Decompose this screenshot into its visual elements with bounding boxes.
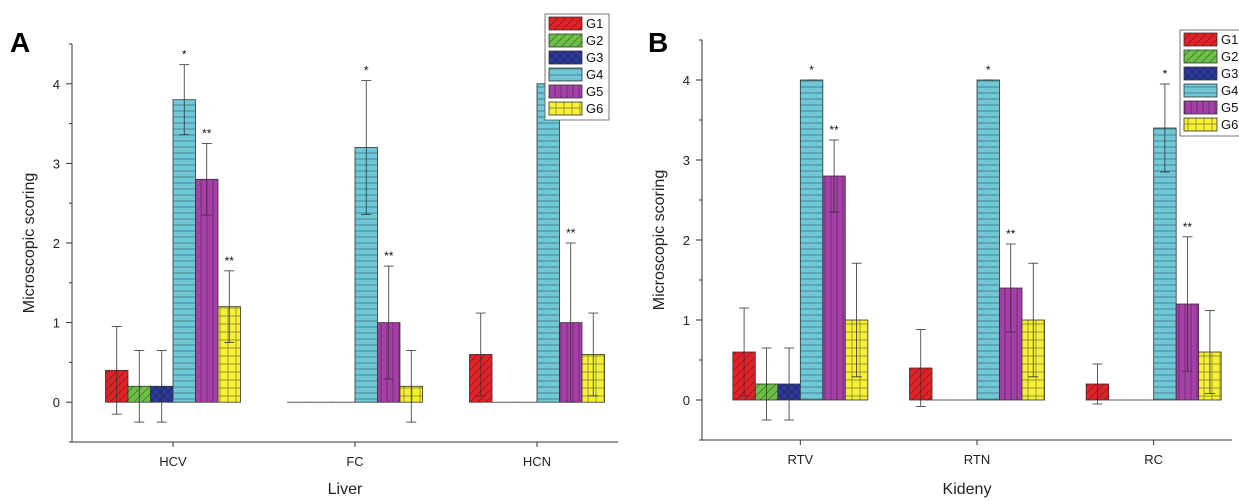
x-tick-label: HCN (523, 454, 551, 469)
significance-marker: ** (225, 254, 235, 268)
significance-marker: * (364, 64, 369, 78)
legend: G1 G2 G3 G4 G5 G6 (1179, 29, 1239, 137)
legend-swatch (1183, 83, 1218, 98)
bar-g4 (976, 79, 1000, 401)
legend-label: G1 (586, 16, 603, 31)
y-tick-label: 0 (53, 395, 60, 410)
y-tick-label: 0 (683, 393, 690, 408)
legend-label: G6 (586, 101, 603, 116)
legend-label: G2 (586, 33, 603, 48)
x-tick-label: RTV (787, 452, 813, 467)
bar-g4 (536, 83, 560, 403)
panel-label: A (10, 27, 30, 58)
legend: G1 G2 G3 G4 G5 G6 (544, 13, 610, 121)
y-tick-label: 4 (53, 77, 60, 92)
significance-marker: ** (202, 127, 212, 141)
legend-swatch (548, 67, 583, 82)
x-tick-label: RTN (964, 452, 990, 467)
x-axis-title: Kideny (943, 481, 992, 498)
y-tick-label: 1 (53, 316, 60, 331)
y-tick-label: 3 (53, 156, 60, 171)
y-tick-label: 2 (53, 236, 60, 251)
legend-swatch (548, 16, 583, 31)
y-tick-label: 4 (683, 73, 690, 88)
y-axis-title: Microscopic scoring (651, 170, 668, 310)
legend-label: G3 (586, 50, 603, 65)
significance-marker: ** (1183, 220, 1193, 234)
x-tick-label: RC (1144, 452, 1163, 467)
legend-label: G5 (586, 84, 603, 99)
significance-marker: * (182, 48, 187, 62)
legend-swatch (1183, 100, 1218, 115)
x-tick-label: FC (346, 454, 363, 469)
significance-marker: * (809, 63, 814, 77)
legend-label: G1 (1221, 32, 1238, 47)
legend-swatch (548, 84, 583, 99)
panel-label: B (648, 27, 668, 58)
bar-g4 (172, 99, 196, 403)
legend-swatch (1183, 49, 1218, 64)
legend-swatch (548, 33, 583, 48)
legend-swatch (1183, 32, 1218, 47)
y-axis-title: Microscopic scoring (21, 173, 38, 313)
legend-label: G6 (1221, 117, 1238, 132)
significance-marker: ** (566, 226, 576, 240)
significance-marker: ** (384, 249, 394, 263)
y-tick-label: 1 (683, 313, 690, 328)
legend-label: G4 (1221, 83, 1238, 98)
legend-label: G5 (1221, 100, 1238, 115)
significance-marker: ** (829, 123, 839, 137)
legend-swatch (1183, 117, 1218, 132)
significance-marker: * (1163, 67, 1168, 81)
y-tick-label: 3 (683, 153, 690, 168)
legend-swatch (548, 50, 583, 65)
legend-label: G4 (586, 67, 603, 82)
legend-swatch (548, 101, 583, 116)
y-tick-label: 2 (683, 233, 690, 248)
legend-swatch (1183, 66, 1218, 81)
legend-label: G2 (1221, 49, 1238, 64)
significance-marker: ** (1006, 227, 1016, 241)
legend-label: G3 (1221, 66, 1238, 81)
x-axis-title: Liver (328, 481, 363, 498)
bar-g4 (799, 79, 824, 401)
x-tick-label: HCV (159, 454, 187, 469)
significance-marker: * (986, 63, 991, 77)
